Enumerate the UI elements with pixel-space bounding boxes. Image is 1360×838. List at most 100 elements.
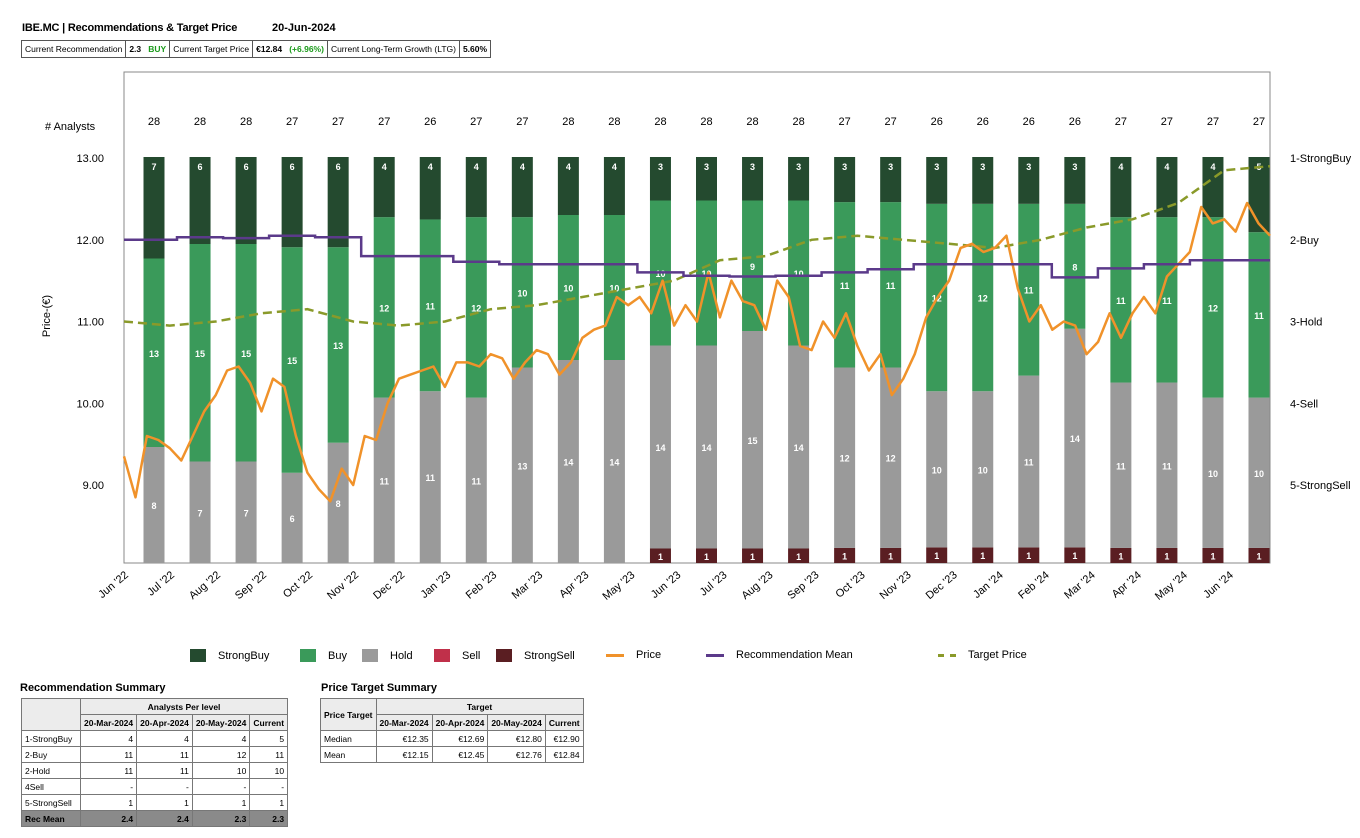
row-label: 2-Hold — [21, 762, 81, 779]
legend-buy: Buy — [300, 649, 347, 662]
bar-value-label: 10 — [932, 465, 942, 475]
buy-bar — [1018, 203, 1040, 376]
cell: €12.45 — [431, 746, 489, 763]
y-tick-label: 12.00 — [76, 235, 104, 247]
cell: 10 — [191, 762, 251, 779]
legend-strongbuy-label: StrongBuy — [218, 649, 270, 662]
bar-value-label: 10 — [517, 288, 527, 298]
strongbuy-bar — [281, 157, 303, 248]
bar-value-label: 3 — [888, 162, 893, 172]
hold-bar — [788, 345, 810, 549]
bar-value-label: 10 — [1254, 469, 1264, 479]
strongbuy-bar — [742, 157, 764, 201]
analyst-count-label: 28 — [654, 116, 666, 128]
cell: 4 — [191, 730, 251, 747]
bar-value-label: 11 — [425, 473, 435, 483]
x-tick-label: Jan '24 — [971, 569, 1006, 601]
buy-bar — [603, 215, 625, 360]
y-tick-label: 10.00 — [76, 398, 104, 410]
sell-swatch — [434, 649, 450, 662]
target-change: (+6.96%) — [289, 44, 324, 54]
bar-value-label: 11 — [472, 476, 482, 486]
legend-strongbuy: StrongBuy — [190, 649, 269, 662]
cell: 11 — [249, 746, 289, 763]
analyst-count-label: 28 — [194, 116, 206, 128]
rating-label: 3-Hold — [1290, 317, 1322, 329]
analyst-count-label: 27 — [470, 116, 482, 128]
price-col-header: Current — [544, 714, 584, 731]
rating-label: 5-StrongSell — [1290, 480, 1351, 492]
buy-bar — [880, 202, 902, 368]
strongsell-bar — [696, 548, 717, 563]
x-tick-label: May '24 — [1153, 569, 1190, 603]
current-recommendation-value: 2.3 BUY — [125, 40, 171, 58]
hold-bar — [972, 391, 994, 548]
strongbuy-bar — [511, 157, 533, 218]
cell: 2.4 — [136, 810, 193, 827]
buy-bar — [788, 200, 810, 346]
page-date: 20-Jun-2024 — [272, 22, 336, 34]
x-tick-label: Sep '23 — [786, 569, 822, 602]
analyst-count-label: 27 — [516, 116, 528, 128]
strongbuy-bar — [1110, 157, 1132, 218]
bar-value-label: 9 — [750, 262, 755, 272]
table-row: 4Sell - - - - — [21, 778, 289, 795]
bar-value-label: 12 — [886, 454, 896, 464]
strongsell-bar — [1156, 547, 1178, 563]
hold-bar — [742, 331, 764, 549]
bar-value-label: 11 — [1024, 286, 1034, 296]
bar-value-label: 8 — [336, 499, 341, 509]
bar-value-label: 13 — [333, 341, 343, 351]
cell: €12.84 — [544, 746, 584, 763]
strongsell-bar — [926, 547, 948, 563]
row-label: 5-StrongSell — [21, 794, 81, 811]
bar-value-label: 6 — [244, 162, 249, 172]
bar-value-label: 1 — [1072, 551, 1077, 561]
buy-swatch — [300, 649, 316, 662]
buy-bar — [143, 258, 165, 447]
bar-value-label: 11 — [1116, 461, 1126, 471]
buy-bar — [1248, 232, 1270, 398]
bar-value-label: 11 — [1162, 296, 1172, 306]
x-tick-label: Feb '24 — [1016, 569, 1052, 602]
price-col-header: 20-May-2024 — [487, 714, 546, 731]
hold-bar — [235, 461, 257, 563]
bar-value-label: 6 — [336, 162, 341, 172]
bar-value-label: 12 — [978, 294, 988, 304]
y-tick-label: 11.00 — [77, 317, 104, 329]
cell: €12.15 — [375, 746, 433, 763]
bar-value-label: 11 — [840, 281, 850, 291]
buy-bar — [327, 247, 349, 443]
hold-bar — [1064, 328, 1086, 548]
table-row: Median €12.35 €12.69 €12.80 €12.90 — [320, 730, 584, 747]
bar-value-label: 12 — [471, 303, 481, 313]
analyst-count-label: 26 — [1023, 116, 1035, 128]
analyst-count-label: 27 — [286, 116, 298, 128]
rating-label: 1-StrongBuy — [1290, 153, 1352, 165]
row-label: Median — [320, 730, 377, 747]
cell: 2.3 — [191, 810, 251, 827]
current-summary-bar: Current Recommendation 2.3 BUY Current T… — [20, 40, 492, 58]
legend-strongsell-label: StrongSell — [524, 649, 575, 662]
strongbuy-bar — [143, 157, 165, 259]
strongbuy-bar — [1156, 157, 1178, 218]
x-tick-label: Dec '23 — [924, 569, 960, 602]
bar-value-label: 10 — [609, 284, 619, 294]
bar-value-label: 6 — [290, 162, 295, 172]
bar-value-label: 10 — [655, 269, 665, 279]
analyst-count-label: 27 — [885, 116, 897, 128]
bar-value-label: 1 — [888, 551, 893, 561]
rating-label: 4-Sell — [1290, 398, 1318, 410]
cell: - — [136, 778, 193, 795]
cell: 1 — [79, 794, 138, 811]
cell: 1 — [191, 794, 251, 811]
bar-value-label: 12 — [379, 303, 389, 313]
buy-bar — [1156, 217, 1178, 383]
analyst-count-label: 27 — [378, 116, 390, 128]
buy-bar — [1110, 217, 1132, 383]
target-price-line — [123, 164, 1271, 327]
strongbuy-bar — [649, 157, 671, 201]
strongsell-bar — [834, 547, 856, 563]
bar-value-label: 1 — [704, 552, 709, 562]
table-row: 1-StrongBuy 4 4 4 5 — [21, 730, 289, 747]
